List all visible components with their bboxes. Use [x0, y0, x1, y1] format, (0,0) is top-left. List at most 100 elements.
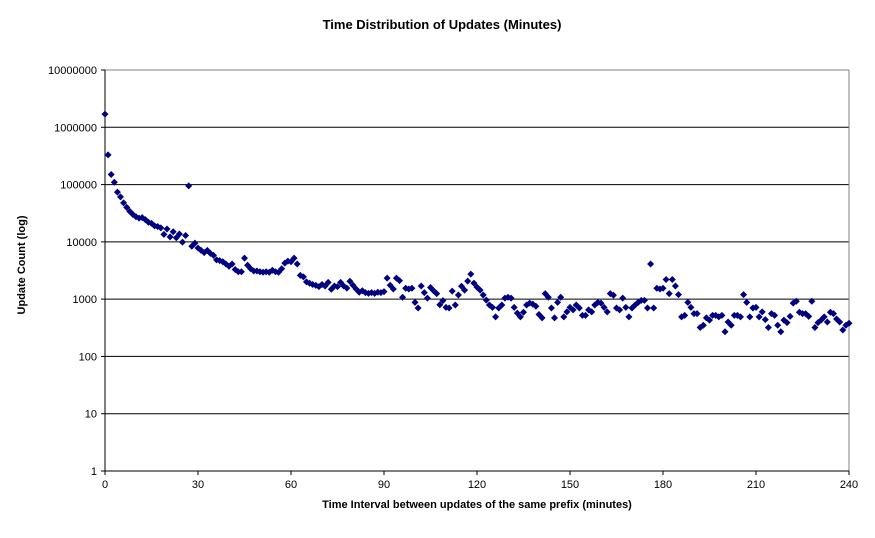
data-point: [563, 308, 571, 316]
chart-title: Time Distribution of Updates (Minutes): [323, 17, 562, 32]
y-axis-title: Update Count (log): [16, 215, 28, 314]
data-point: [492, 313, 500, 321]
data-point: [408, 284, 416, 292]
data-point: [166, 233, 174, 241]
data-point: [420, 289, 428, 297]
data-point: [647, 260, 655, 268]
data-point: [123, 203, 131, 211]
data-point: [764, 323, 772, 331]
data-point: [175, 230, 183, 238]
data-point: [396, 277, 403, 285]
data-point: [532, 302, 540, 310]
data-point: [160, 230, 168, 238]
data-point: [830, 310, 837, 318]
data-point: [597, 299, 605, 307]
data-point: [758, 308, 766, 316]
data-point: [290, 254, 298, 262]
data-point: [547, 304, 555, 312]
data-point: [687, 303, 695, 311]
data-point: [191, 239, 199, 247]
x-axis-title: Time Interval between updates of the sam…: [322, 499, 632, 511]
data-point: [451, 301, 459, 309]
y-tick-label: 100: [79, 351, 97, 363]
x-tick-label: 0: [102, 479, 108, 491]
data-point: [237, 268, 245, 276]
data-point: [609, 291, 617, 299]
data-point: [163, 225, 171, 233]
data-point: [182, 232, 190, 240]
y-tick-label: 10000000: [48, 65, 97, 77]
data-point: [482, 296, 490, 304]
data-point: [575, 304, 583, 312]
data-point: [467, 270, 475, 278]
data-point: [389, 285, 397, 293]
data-point: [228, 260, 236, 268]
data-point: [157, 224, 165, 232]
data-point: [448, 287, 456, 295]
gridlines: [105, 126, 849, 415]
data-point: [675, 291, 682, 299]
data-point: [334, 283, 341, 291]
data-point: [777, 328, 785, 336]
data-point: [101, 110, 109, 118]
data-point: [560, 313, 568, 321]
data-point: [169, 228, 177, 236]
data-point: [554, 298, 562, 306]
data-point: [836, 318, 844, 326]
tick-labels: 1 10 100 1000 10000 100000 1000000 10000000 0 30 6…: [48, 65, 858, 491]
data-point: [110, 178, 118, 186]
data-point: [640, 296, 648, 304]
x-tick-label: 240: [840, 479, 858, 491]
data-point: [464, 277, 472, 285]
x-tick-label: 30: [192, 479, 204, 491]
data-point: [588, 308, 596, 316]
data-point: [811, 323, 819, 331]
data-point: [551, 314, 558, 322]
data-point: [185, 182, 193, 190]
y-tick-label: 10000: [66, 237, 97, 249]
data-point: [582, 311, 589, 319]
data-point: [104, 151, 112, 159]
data-point: [414, 304, 422, 312]
data-point: [461, 286, 469, 294]
x-tick-label: 120: [468, 479, 486, 491]
data-point: [343, 284, 351, 292]
data-point: [665, 290, 673, 298]
data-point: [668, 276, 676, 284]
data-point: [113, 188, 121, 196]
data-point: [786, 312, 794, 320]
data-point: [569, 306, 577, 314]
data-point: [476, 286, 484, 294]
data-point: [516, 313, 524, 321]
data-point: [659, 284, 667, 292]
data-point: [662, 276, 670, 284]
data-point: [510, 303, 518, 311]
data-point: [699, 321, 707, 329]
data-point: [839, 326, 847, 334]
data-point: [179, 238, 186, 246]
data-point: [439, 297, 447, 305]
data-point: [445, 304, 453, 312]
x-tick-label: 210: [747, 479, 765, 491]
data-point: [743, 298, 751, 306]
data-point: [774, 321, 782, 329]
data-point: [706, 316, 713, 324]
y-tick-label: 1: [91, 466, 97, 478]
data-point: [489, 303, 496, 311]
data-point: [120, 199, 128, 207]
data-point: [681, 311, 689, 319]
data-point: [380, 288, 388, 296]
axis-ticks: [101, 69, 850, 475]
x-tick-label: 150: [561, 479, 579, 491]
y-tick-label: 1000000: [54, 122, 97, 134]
plot-border: [104, 69, 850, 472]
data-point: [520, 308, 527, 316]
data-point: [293, 260, 301, 268]
data-point: [600, 303, 608, 311]
data-point: [423, 294, 431, 302]
data-point: [622, 303, 630, 311]
data-point: [783, 319, 791, 327]
data-point: [616, 306, 624, 314]
